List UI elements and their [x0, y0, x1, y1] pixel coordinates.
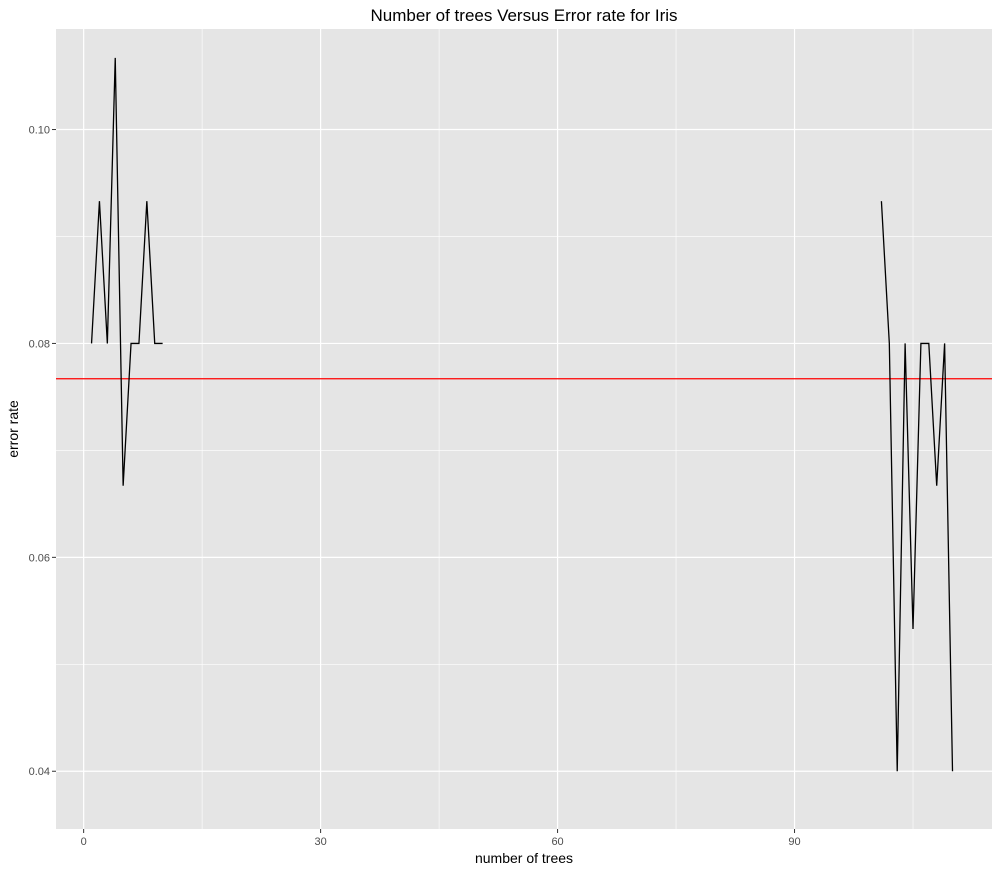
x-tick-label: 0	[81, 836, 87, 848]
plot-panel	[56, 29, 992, 829]
x-axis-label: number of trees	[475, 850, 573, 866]
x-tick-label: 90	[788, 836, 800, 848]
y-axis: 0.04 0.06 0.08 0.10	[29, 125, 56, 778]
series-line	[90, 57, 163, 486]
chart-title: Number of trees Versus Error rate for Ir…	[370, 6, 677, 25]
x-tick-label: 60	[551, 836, 563, 848]
x-axis: 0 30 60 90	[81, 829, 801, 848]
y-axis-label: error rate	[5, 400, 21, 458]
y-tick-label: 0.04	[29, 766, 50, 778]
y-tick-label: 0.08	[29, 338, 50, 350]
minor-gridlines	[56, 29, 992, 829]
series-layer	[90, 57, 954, 772]
series-line	[880, 201, 954, 772]
y-tick-label: 0.10	[29, 125, 50, 137]
major-gridlines	[56, 29, 992, 829]
x-tick-label: 30	[314, 836, 326, 848]
y-tick-label: 0.06	[29, 552, 50, 564]
